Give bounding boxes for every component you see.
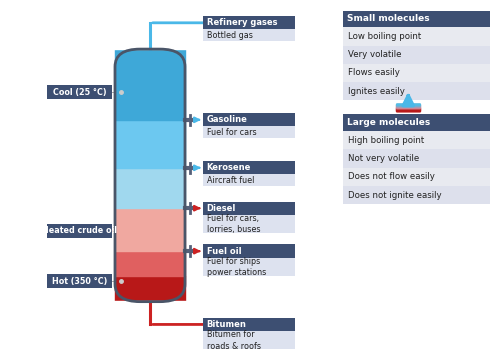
FancyBboxPatch shape xyxy=(342,131,490,149)
Text: Large molecules: Large molecules xyxy=(346,118,430,127)
FancyBboxPatch shape xyxy=(342,186,490,204)
Text: Gasoline: Gasoline xyxy=(206,115,248,124)
Text: Fuel for ships
power stations: Fuel for ships power stations xyxy=(206,257,266,277)
Text: Low boiling point: Low boiling point xyxy=(348,32,421,41)
Text: Bitumen: Bitumen xyxy=(206,320,246,329)
Text: Fuel for cars,
lorries, buses: Fuel for cars, lorries, buses xyxy=(206,214,260,234)
Text: Does not ignite easily: Does not ignite easily xyxy=(348,191,441,199)
FancyBboxPatch shape xyxy=(202,202,295,215)
FancyBboxPatch shape xyxy=(48,224,112,238)
FancyBboxPatch shape xyxy=(202,29,295,41)
Text: Aircraft fuel: Aircraft fuel xyxy=(206,175,254,185)
Text: Ignites easily: Ignites easily xyxy=(348,87,405,96)
FancyBboxPatch shape xyxy=(115,49,185,302)
FancyBboxPatch shape xyxy=(202,215,295,233)
FancyBboxPatch shape xyxy=(48,274,112,288)
Text: Not very volatile: Not very volatile xyxy=(348,154,419,163)
Text: Diesel: Diesel xyxy=(206,204,236,213)
FancyBboxPatch shape xyxy=(202,258,295,276)
FancyBboxPatch shape xyxy=(342,46,490,64)
FancyBboxPatch shape xyxy=(202,318,295,331)
FancyBboxPatch shape xyxy=(342,28,490,46)
FancyBboxPatch shape xyxy=(48,85,112,99)
FancyBboxPatch shape xyxy=(202,331,295,349)
FancyBboxPatch shape xyxy=(342,11,490,28)
Text: Hot (350 °C): Hot (350 °C) xyxy=(52,277,108,286)
FancyBboxPatch shape xyxy=(202,113,295,126)
FancyBboxPatch shape xyxy=(202,161,295,174)
FancyBboxPatch shape xyxy=(342,149,490,168)
Text: Cool (25 °C): Cool (25 °C) xyxy=(53,88,106,96)
Text: Heated crude oil: Heated crude oil xyxy=(42,226,117,235)
Text: Fuel for cars: Fuel for cars xyxy=(206,127,256,137)
Text: High boiling point: High boiling point xyxy=(348,136,424,145)
Text: Does not flow easily: Does not flow easily xyxy=(348,172,434,181)
FancyBboxPatch shape xyxy=(342,82,490,100)
Text: Flows easily: Flows easily xyxy=(348,68,400,77)
Text: Fuel oil: Fuel oil xyxy=(206,247,241,256)
Text: Small molecules: Small molecules xyxy=(346,14,429,23)
FancyBboxPatch shape xyxy=(342,114,490,131)
FancyBboxPatch shape xyxy=(342,168,490,186)
FancyBboxPatch shape xyxy=(202,126,295,138)
Text: Kerosene: Kerosene xyxy=(206,163,251,172)
FancyBboxPatch shape xyxy=(342,64,490,82)
Text: Bitumen for
roads & roofs: Bitumen for roads & roofs xyxy=(206,330,260,351)
Text: Very volatile: Very volatile xyxy=(348,50,401,59)
FancyBboxPatch shape xyxy=(202,245,295,258)
FancyBboxPatch shape xyxy=(202,174,295,186)
Text: Bottled gas: Bottled gas xyxy=(206,31,252,40)
Text: Refinery gases: Refinery gases xyxy=(206,18,277,27)
FancyBboxPatch shape xyxy=(202,16,295,29)
